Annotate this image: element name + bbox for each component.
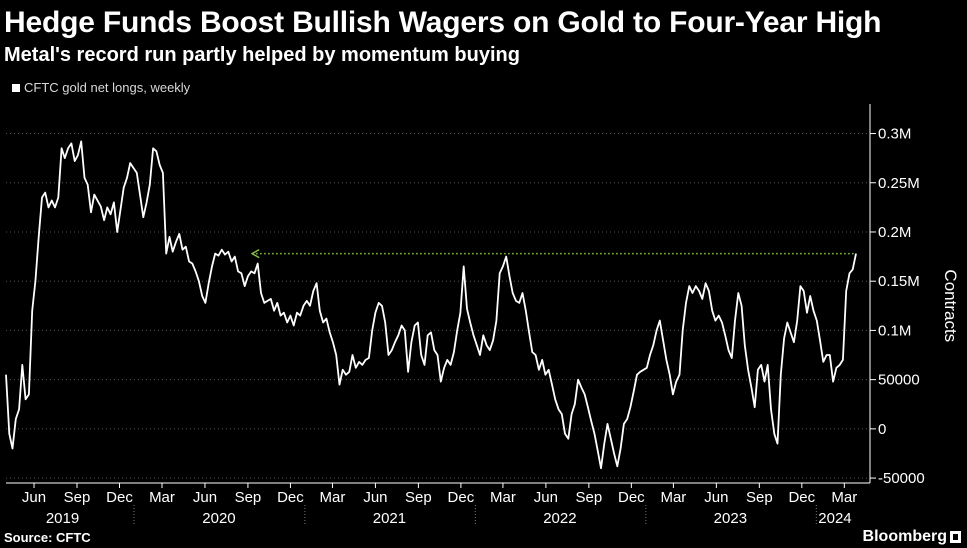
x-tick-label: Sep: [405, 489, 432, 506]
x-year-label: 2023: [714, 510, 747, 527]
x-year-label: 2021: [373, 510, 406, 527]
x-tick-label: Jun: [363, 489, 387, 506]
x-year-label: 2019: [46, 510, 79, 527]
chart-title: Hedge Funds Boost Bullish Wagers on Gold…: [4, 6, 882, 39]
source-note: Source: CFTC: [4, 530, 91, 545]
brand-name: Bloomberg: [862, 528, 947, 545]
x-tick-label: Sep: [576, 489, 603, 506]
y-tick-label: 0.2M: [878, 224, 911, 241]
bloomberg-terminal-icon: [950, 531, 961, 543]
x-tick-label: Dec: [448, 489, 475, 506]
x-tick-label: Jun: [193, 489, 217, 506]
x-year-label: 2024: [818, 510, 851, 527]
x-tick-label: Sep: [746, 489, 773, 506]
x-tick-label: Mar: [320, 489, 346, 506]
legend-swatch: [12, 83, 20, 92]
y-tick-label: -50000: [878, 470, 925, 487]
y-axis-title: Contracts: [941, 269, 960, 342]
x-tick-label: Sep: [235, 489, 262, 506]
chart-subtitle: Metal's record run partly helped by mome…: [4, 44, 520, 66]
x-year-label: 2022: [543, 510, 576, 527]
y-tick-label: 0.3M: [878, 126, 911, 143]
x-tick-label: Sep: [64, 489, 91, 506]
y-tick-label: 0.1M: [878, 322, 911, 339]
x-tick-label: Jun: [22, 489, 46, 506]
y-tick-label: 50000: [878, 372, 920, 389]
x-tick-label: Mar: [660, 489, 686, 506]
y-tick-label: 0: [878, 421, 886, 438]
reference-arrow-icon: [250, 249, 260, 259]
legend: CFTC gold net longs, weekly: [12, 80, 190, 95]
x-tick-label: Jun: [704, 489, 728, 506]
x-tick-label: Mar: [831, 489, 857, 506]
series-line-cftc-gold-net-longs: [5, 140, 857, 470]
x-tick-label: Dec: [618, 489, 645, 506]
x-tick-label: Mar: [490, 489, 516, 506]
x-tick-label: Dec: [788, 489, 815, 506]
x-tick-label: Dec: [106, 489, 133, 506]
legend-label: CFTC gold net longs, weekly: [24, 80, 191, 95]
x-tick-label: Mar: [149, 489, 175, 506]
x-year-label: 2020: [202, 510, 235, 527]
x-tick-label: Jun: [534, 489, 558, 506]
y-tick-label: 0.25M: [878, 175, 920, 192]
brand-logo: Bloomberg: [863, 528, 961, 546]
y-tick-label: 0.15M: [878, 273, 920, 290]
x-tick-label: Dec: [277, 489, 304, 506]
